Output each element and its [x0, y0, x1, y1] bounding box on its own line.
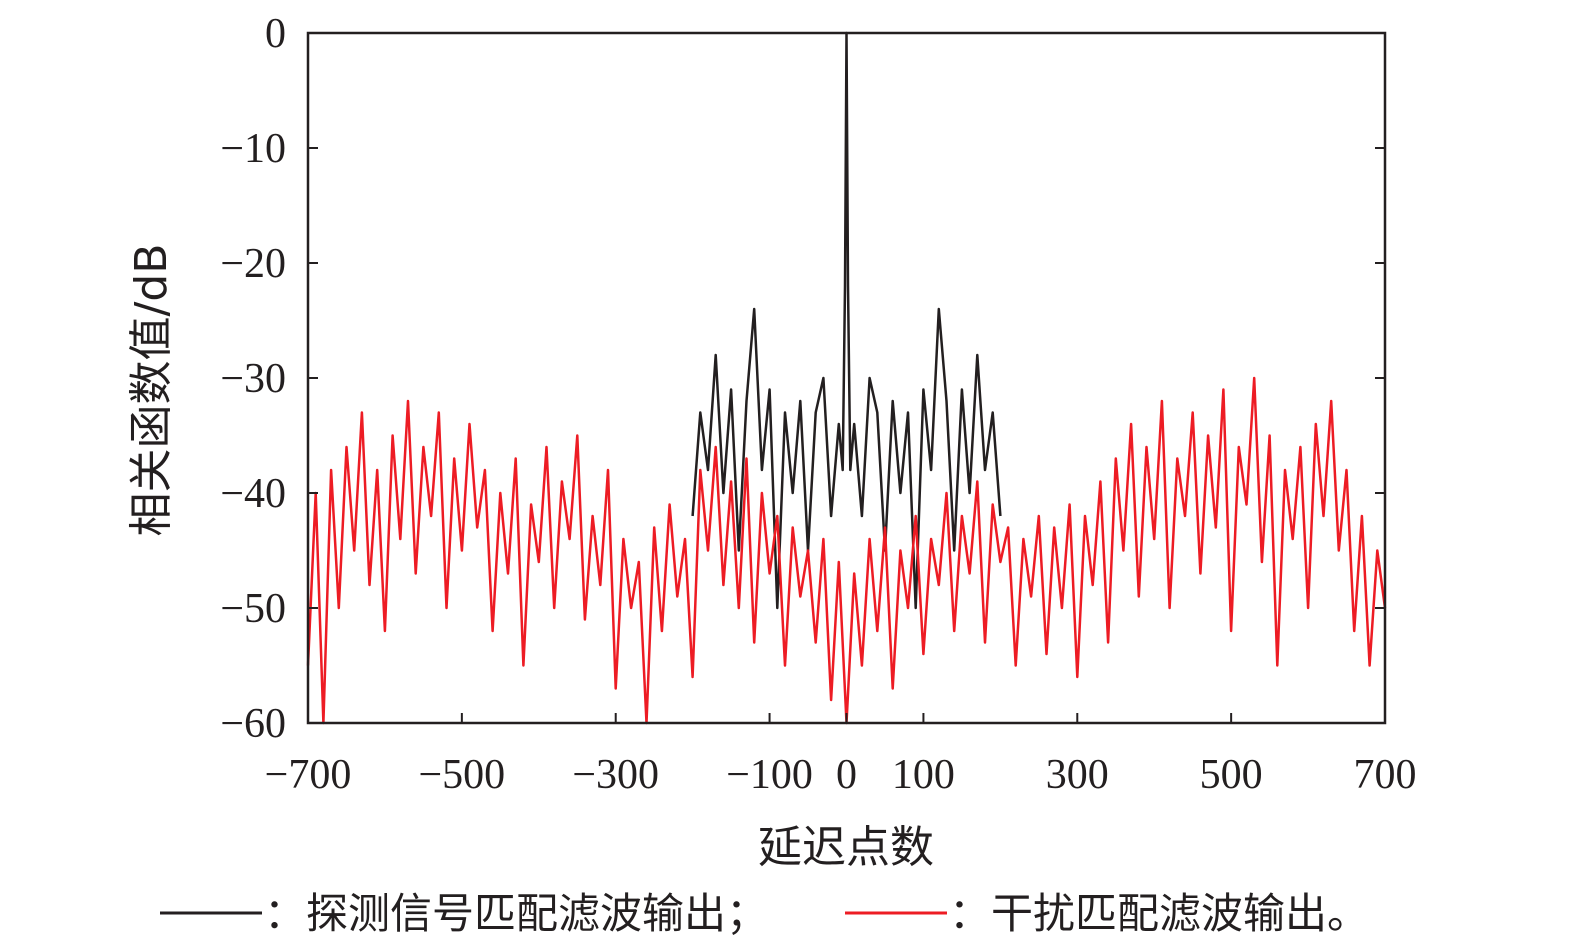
- series-line-1: [306, 376, 1387, 725]
- x-tick-label: −500: [419, 752, 506, 798]
- y-tick-label: −40: [220, 471, 286, 517]
- y-tick-label: 0: [265, 11, 286, 57]
- series-layer: [306, 31, 1387, 725]
- x-tick-label: −300: [572, 752, 659, 798]
- series-line-0: [691, 31, 1002, 610]
- legend-label-detection: ：探测信号匹配滤波输出；: [264, 889, 768, 938]
- x-tick-label: −100: [726, 752, 813, 798]
- y-axis-title: 相关函数值/dB: [126, 244, 177, 537]
- legend: ：探测信号匹配滤波输出； ：干扰匹配滤波输出。: [160, 889, 1369, 938]
- x-tick-label: 500: [1200, 752, 1263, 798]
- x-axis-title: 延迟点数: [758, 822, 934, 873]
- y-tick-label: −10: [220, 126, 286, 172]
- y-tick-label: −30: [220, 356, 286, 402]
- ticks-layer: −700 −500 −300 −100 0 100 300 500 700 0 −10 −20 −30 −…: [220, 11, 1416, 798]
- y-tick-label: −20: [220, 241, 286, 287]
- y-tick-label: −60: [220, 701, 286, 747]
- x-tick-label: 300: [1046, 752, 1109, 798]
- x-tick-label: 700: [1354, 752, 1417, 798]
- y-tick-label: −50: [220, 586, 286, 632]
- legend-label-jamming: ：干扰匹配滤波输出。: [949, 889, 1369, 938]
- x-tick-label: 100: [892, 752, 955, 798]
- x-tick-label: 0: [836, 752, 857, 798]
- x-tick-label: −700: [265, 752, 352, 798]
